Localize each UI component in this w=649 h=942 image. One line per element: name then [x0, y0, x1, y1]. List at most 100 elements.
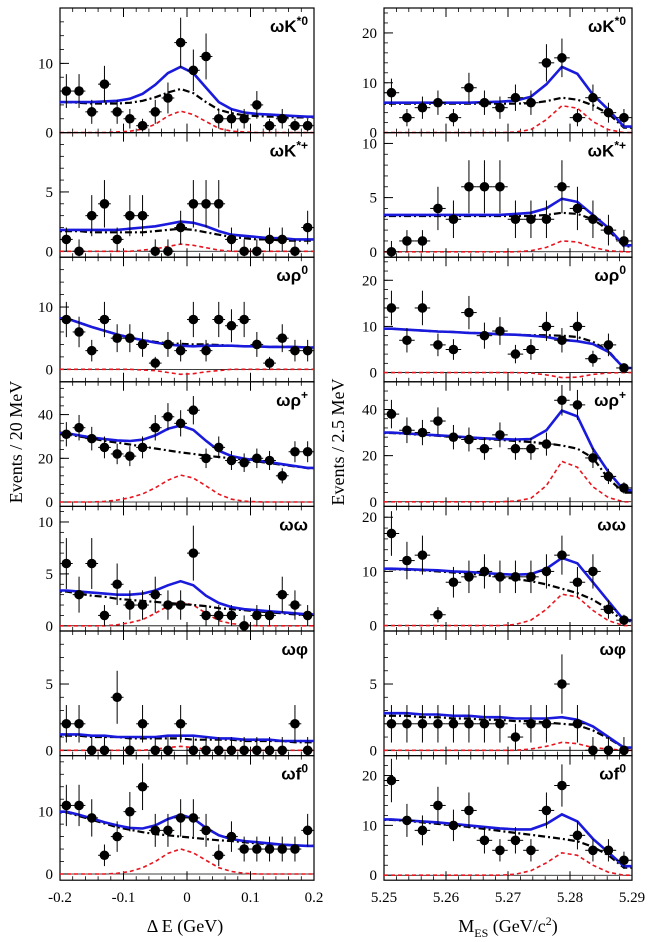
y-tick-label: 5 — [370, 191, 378, 207]
data-point — [557, 335, 567, 346]
data-point — [213, 113, 224, 124]
data-point — [464, 307, 474, 318]
data-point — [61, 86, 72, 96]
data-point — [588, 566, 598, 577]
total-fit-curve — [60, 424, 314, 470]
y-tick-label: 0 — [370, 619, 378, 635]
total-fit-curve — [60, 810, 314, 848]
data-point — [86, 433, 97, 444]
data-point — [603, 340, 614, 350]
data-point — [433, 800, 443, 811]
panel-label-main: ωω — [597, 515, 626, 534]
data-point — [619, 745, 629, 756]
total-fit-curve — [60, 220, 314, 241]
data-point — [74, 800, 84, 811]
data-point — [239, 745, 249, 756]
data-point — [188, 745, 199, 756]
data-point — [264, 455, 275, 466]
data-point — [495, 718, 505, 729]
data-point — [433, 718, 443, 729]
data-point — [252, 745, 262, 756]
x-tick-label: 0.2 — [305, 890, 324, 906]
x-tick-label: 0 — [183, 890, 191, 906]
panel-label-main: ωK — [588, 17, 615, 36]
data-point — [526, 572, 536, 582]
data-point — [86, 558, 97, 569]
data-point — [464, 572, 474, 582]
data-point — [448, 718, 459, 729]
data-point — [239, 113, 249, 124]
data-point — [433, 609, 443, 620]
panel-label: ωK*0 — [588, 14, 626, 36]
data-point — [175, 222, 186, 233]
total-fit-curve — [60, 733, 314, 743]
data-point — [541, 566, 552, 577]
data-point — [112, 831, 122, 842]
data-point — [386, 409, 397, 419]
data-point — [386, 775, 397, 786]
y-tick-label: 0 — [46, 126, 54, 142]
panel-label-sup: 0 — [301, 762, 308, 776]
panel-label-main: ωρ — [594, 391, 619, 410]
data-point — [264, 844, 275, 854]
panel-label-main: ωω — [279, 515, 308, 534]
data-point — [557, 395, 567, 406]
data-point — [188, 548, 199, 558]
data-point — [226, 320, 237, 331]
data-point — [402, 555, 412, 566]
x-tick-label: 5.26 — [433, 890, 460, 906]
data-point — [175, 600, 186, 610]
data-point — [572, 203, 583, 214]
data-point — [290, 246, 300, 257]
y-tick-label: 5 — [46, 185, 54, 201]
data-point — [61, 800, 72, 811]
data-point — [541, 58, 552, 68]
data-point — [163, 745, 173, 756]
panel-label-sup: + — [619, 388, 626, 402]
y-tick-label: 20 — [362, 510, 377, 526]
panel-label: ωω — [279, 515, 308, 534]
data-point — [479, 443, 490, 454]
data-point — [417, 236, 428, 246]
data-point — [526, 718, 536, 729]
data-point — [226, 745, 237, 756]
data-point — [541, 321, 552, 332]
data-point — [448, 432, 459, 442]
data-point — [557, 181, 567, 192]
data-point — [302, 222, 313, 233]
data-point — [201, 745, 211, 756]
data-point — [302, 120, 313, 131]
data-point — [163, 825, 173, 836]
data-point — [239, 844, 249, 854]
data-point — [61, 234, 72, 245]
data-point — [226, 234, 237, 245]
data-point — [125, 210, 135, 221]
data-point — [290, 345, 300, 356]
data-point — [137, 600, 148, 610]
data-point — [125, 333, 135, 343]
data-point — [541, 439, 552, 449]
data-point — [163, 600, 173, 610]
data-point — [175, 418, 186, 429]
data-point — [603, 604, 614, 615]
data-point — [175, 813, 186, 823]
data-point — [137, 781, 148, 792]
signal-curve — [384, 240, 632, 253]
data-point — [526, 443, 536, 454]
panel-label: ωK*+ — [588, 139, 626, 161]
data-point — [588, 745, 598, 756]
panel-label-sup: 0 — [301, 263, 308, 277]
panel-label: ωω — [597, 515, 626, 534]
data-point — [448, 344, 459, 355]
data-point — [572, 718, 583, 729]
panel-label-sup: *0 — [615, 14, 627, 28]
data-point — [448, 112, 459, 123]
data-point — [386, 528, 397, 539]
data-point — [479, 566, 490, 577]
data-point — [163, 411, 173, 422]
data-point — [495, 326, 505, 336]
data-point — [264, 745, 275, 756]
y-tick-label: 0 — [370, 868, 378, 884]
x-tick-label: -0.1 — [112, 890, 136, 906]
data-point — [264, 610, 275, 621]
